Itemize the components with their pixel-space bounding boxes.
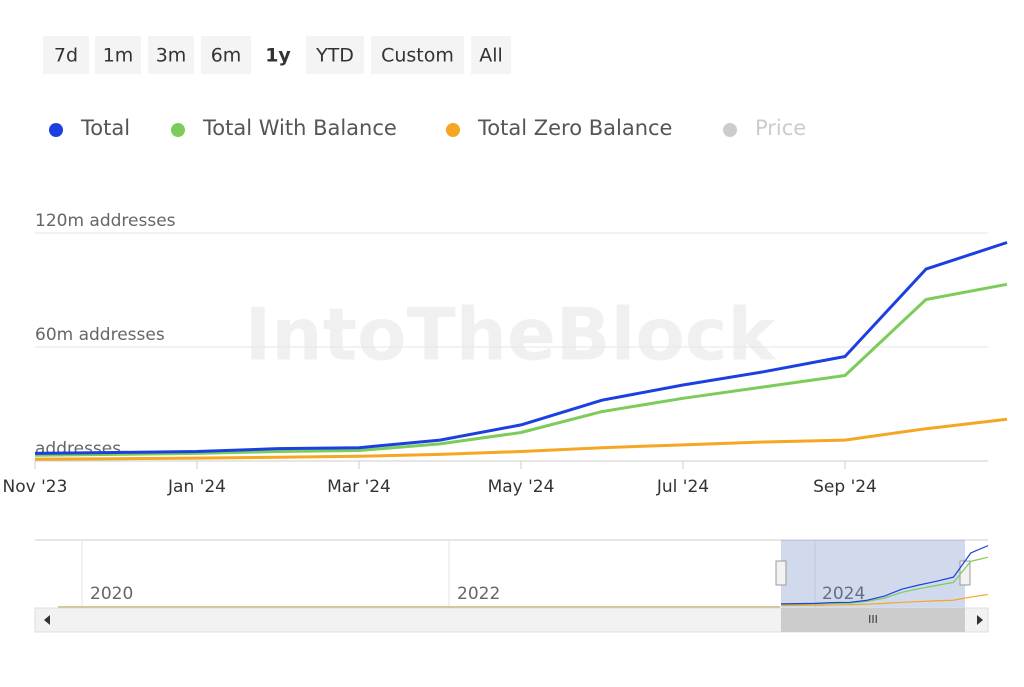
navigator-label: 2024 <box>822 584 865 604</box>
range-button-label: 3m <box>156 45 187 67</box>
series-line <box>34 282 1008 457</box>
range-button-label: 7d <box>54 45 78 67</box>
range-button-label: 1m <box>103 45 134 67</box>
legend-label[interactable]: Price <box>755 116 806 140</box>
legend-label[interactable]: Total Zero Balance <box>477 116 672 140</box>
range-button[interactable] <box>471 36 511 74</box>
range-button[interactable] <box>201 36 251 74</box>
series-line <box>34 417 1008 461</box>
legend-marker[interactable] <box>446 123 460 137</box>
y-tick-label: 60m addresses <box>35 325 165 345</box>
legend-label[interactable]: Total With Balance <box>202 116 397 140</box>
range-button-label: All <box>479 45 503 67</box>
x-tick-label: Sep '24 <box>813 477 877 497</box>
navigator-label: 2020 <box>90 584 133 604</box>
series-line <box>34 241 1008 455</box>
legend-label[interactable]: Total <box>80 116 130 140</box>
legend-marker[interactable] <box>49 123 63 137</box>
navigator-handle[interactable] <box>775 560 787 586</box>
scrollbar-grip: III <box>868 613 878 626</box>
x-tick-label: Jan '24 <box>167 477 226 497</box>
x-tick-label: Mar '24 <box>327 477 391 497</box>
legend-marker[interactable] <box>171 123 185 137</box>
range-button[interactable] <box>371 36 464 74</box>
range-button-label: 6m <box>211 45 242 67</box>
navigator-series-line <box>780 593 989 607</box>
watermark: IntoTheBlock <box>245 293 778 377</box>
scroll-right[interactable] <box>977 615 983 625</box>
x-tick-label: Nov '23 <box>3 477 68 497</box>
range-button-label: 1y <box>265 45 291 67</box>
x-tick-label: Jul '24 <box>656 477 709 497</box>
navigator-label: 2022 <box>457 584 500 604</box>
x-tick-label: May '24 <box>488 477 555 497</box>
navigator-area <box>35 540 988 608</box>
navigator: 2020 2022 2024 III <box>34 539 989 633</box>
navigator-series-line <box>780 545 989 605</box>
range-button[interactable] <box>43 36 89 74</box>
range-button[interactable] <box>306 36 364 74</box>
y-tick-label: 120m addresses <box>35 211 176 231</box>
scrollbar-thumb[interactable] <box>781 608 965 632</box>
range-button[interactable] <box>148 36 194 74</box>
range-button[interactable] <box>95 36 141 74</box>
legend-marker[interactable] <box>723 123 737 137</box>
scroll-left[interactable] <box>44 615 50 625</box>
range-button[interactable] <box>258 36 298 74</box>
range-button-label: Custom <box>381 45 454 67</box>
navigator-mask[interactable] <box>781 540 965 608</box>
range-button-label: YTD <box>315 45 354 67</box>
